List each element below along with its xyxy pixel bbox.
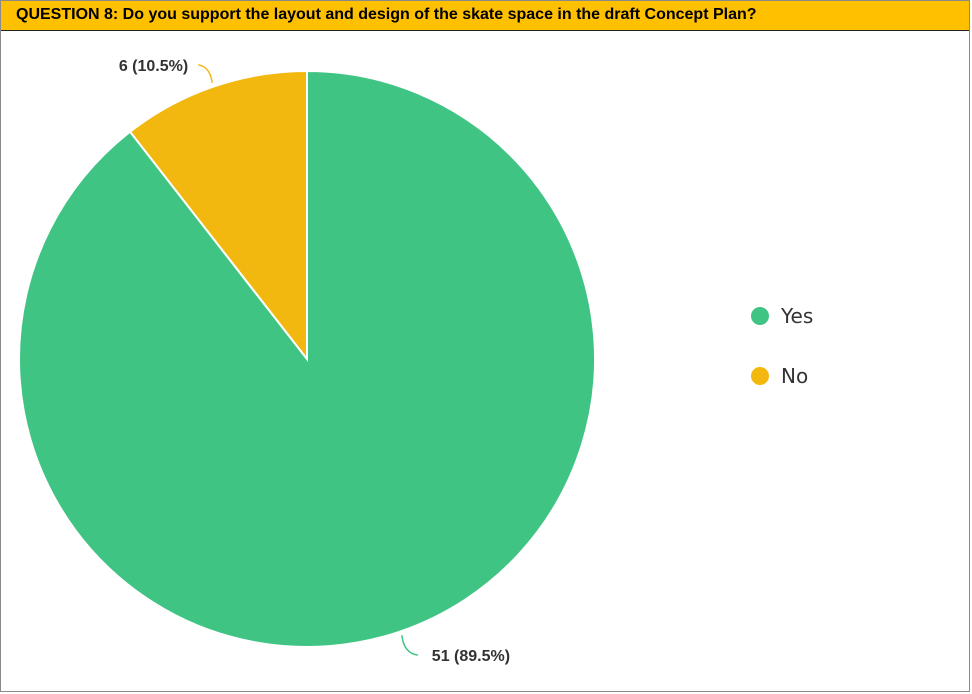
title-bar: QUESTION 8: Do you support the layout an… — [1, 1, 969, 31]
legend-marker-no — [751, 367, 769, 385]
data-label-yes: 51 (89.5%) — [432, 648, 510, 665]
legend-item-yes[interactable]: Yes — [751, 301, 813, 331]
data-labels: 51 (89.5%) 6 (10.5%) — [119, 58, 510, 665]
legend-label-no: No — [781, 364, 809, 388]
leader-lines — [198, 64, 418, 656]
leader-line-yes — [401, 635, 418, 656]
data-label-no: 6 (10.5%) — [119, 58, 188, 75]
pie-slice-no[interactable] — [128, 69, 308, 362]
pie-slices — [18, 69, 596, 648]
legend: Yes No — [751, 301, 813, 391]
chart-title: QUESTION 8: Do you support the layout an… — [16, 6, 757, 23]
legend-label-yes: Yes — [781, 304, 814, 328]
legend-item-no[interactable]: No — [751, 361, 813, 391]
leader-line-no — [198, 64, 213, 83]
legend-marker-yes — [751, 307, 769, 325]
